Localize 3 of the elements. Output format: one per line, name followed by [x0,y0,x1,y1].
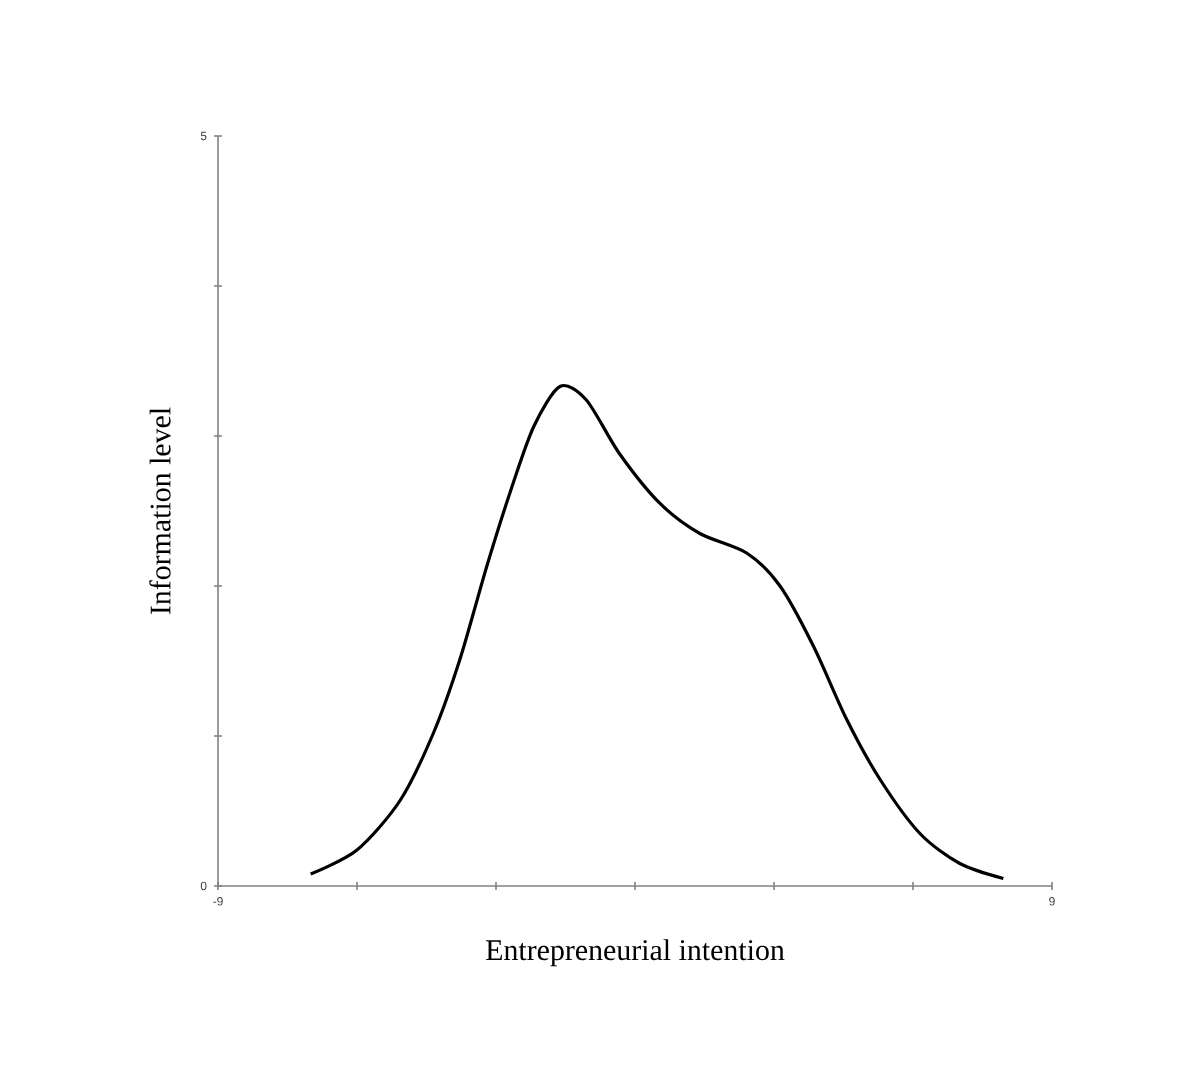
line-series [309,384,1005,881]
x-axis-title: Entrepreneurial intention [486,939,785,967]
y-axis-title: Information level [149,407,171,615]
